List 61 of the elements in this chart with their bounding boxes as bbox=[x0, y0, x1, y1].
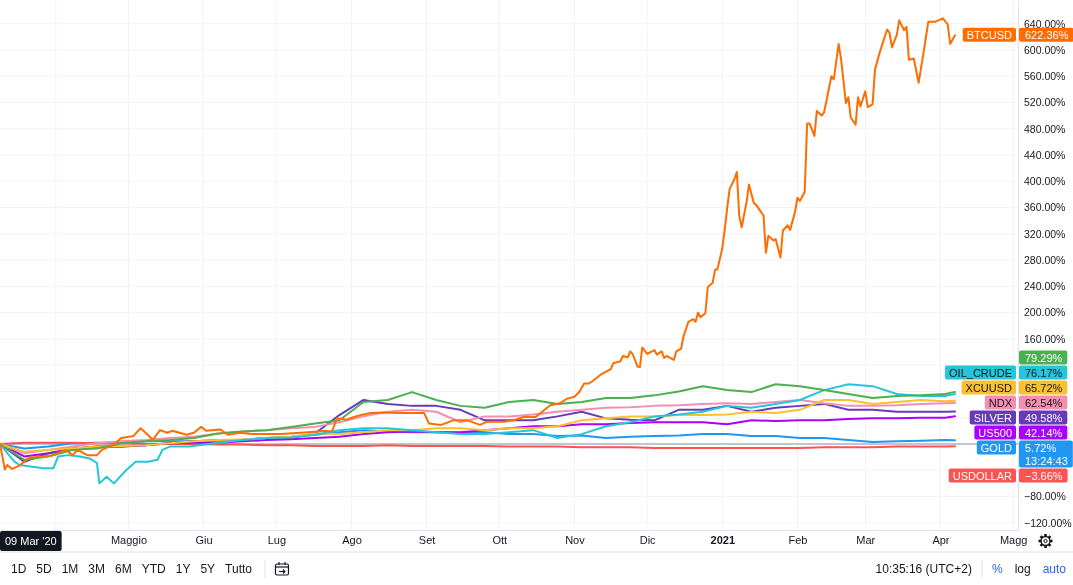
x-tick-label: Mar bbox=[856, 533, 876, 546]
y-tick-label: 200.00% bbox=[1024, 306, 1066, 319]
text: YTD bbox=[141, 562, 167, 576]
legend-label: US500 bbox=[978, 426, 1012, 439]
text: % bbox=[991, 562, 1003, 576]
text: 5.72% bbox=[1025, 441, 1057, 454]
text: log bbox=[1014, 562, 1031, 576]
x-tick-label: Maggio bbox=[110, 533, 147, 546]
x-tick-label: Magg bbox=[999, 533, 1028, 546]
text: 3M bbox=[88, 562, 106, 576]
y-tick-label: 560.00% bbox=[1024, 70, 1066, 83]
legend-label: USDOLLAR bbox=[952, 469, 1013, 482]
legend-label: SILVER bbox=[973, 411, 1013, 424]
x-tick-label: Set bbox=[418, 533, 436, 546]
y-tick-label: 440.00% bbox=[1024, 148, 1066, 161]
text: Tutto bbox=[225, 562, 253, 576]
text: 5Y bbox=[200, 562, 216, 576]
text: 76.17% bbox=[1025, 366, 1063, 379]
text: 622.36% bbox=[1025, 28, 1069, 41]
text: 42.14% bbox=[1025, 426, 1063, 439]
text: GOLD bbox=[980, 441, 1013, 454]
x-tick-label: Lug bbox=[267, 533, 286, 546]
x-tick-label: 2021 bbox=[710, 533, 736, 546]
text: auto bbox=[1042, 562, 1067, 576]
text: 65.72% bbox=[1025, 381, 1063, 394]
x-tick-label: Ago bbox=[342, 533, 362, 546]
text: 5D bbox=[36, 562, 53, 576]
text: 10:35:16 (UTC+2) bbox=[875, 562, 972, 576]
y-tick-label: 640.00% bbox=[1024, 17, 1066, 30]
text: 1M bbox=[61, 562, 79, 576]
x-tick-label: Apr bbox=[932, 533, 950, 546]
x-tick-label: Dic bbox=[639, 533, 657, 546]
x-tick-label: Ott bbox=[492, 533, 508, 546]
y-tick-label: 600.00% bbox=[1024, 43, 1066, 56]
text: 1Y bbox=[175, 562, 191, 576]
x-tick-label: Nov bbox=[565, 533, 586, 546]
text: 49.58% bbox=[1025, 411, 1063, 424]
y-tick-label: 480.00% bbox=[1024, 122, 1066, 135]
legend-label: XCUUSD bbox=[965, 381, 1013, 394]
line-series bbox=[0, 383, 956, 461]
text: 79.29% bbox=[1025, 351, 1063, 364]
y-tick-label: 320.00% bbox=[1024, 227, 1066, 240]
legend-label: NDX bbox=[988, 396, 1013, 409]
y-tick-label: 240.00% bbox=[1024, 280, 1066, 293]
text: 6M bbox=[115, 562, 132, 576]
text: 13:24:43 bbox=[1025, 454, 1068, 467]
y-tick-label: 360.00% bbox=[1024, 201, 1066, 214]
text: 09 Mar '20 bbox=[5, 535, 57, 547]
text: −3.66% bbox=[1025, 469, 1063, 482]
x-tick-label: Giu bbox=[195, 533, 213, 546]
text: 62.54% bbox=[1025, 396, 1063, 409]
y-tick-label: −120.00% bbox=[1024, 516, 1072, 529]
y-tick-label: 400.00% bbox=[1024, 175, 1066, 188]
y-tick-label: −80.00% bbox=[1024, 490, 1066, 503]
y-tick-label: 280.00% bbox=[1024, 253, 1066, 266]
legend-label: BTCUSD bbox=[966, 28, 1013, 41]
legend-label: OIL_CRUDE bbox=[949, 366, 1012, 379]
text: 1D bbox=[11, 562, 27, 576]
y-tick-label: 160.00% bbox=[1024, 332, 1066, 345]
y-tick-label: 520.00% bbox=[1024, 96, 1066, 109]
x-tick-label: Feb bbox=[788, 533, 808, 546]
